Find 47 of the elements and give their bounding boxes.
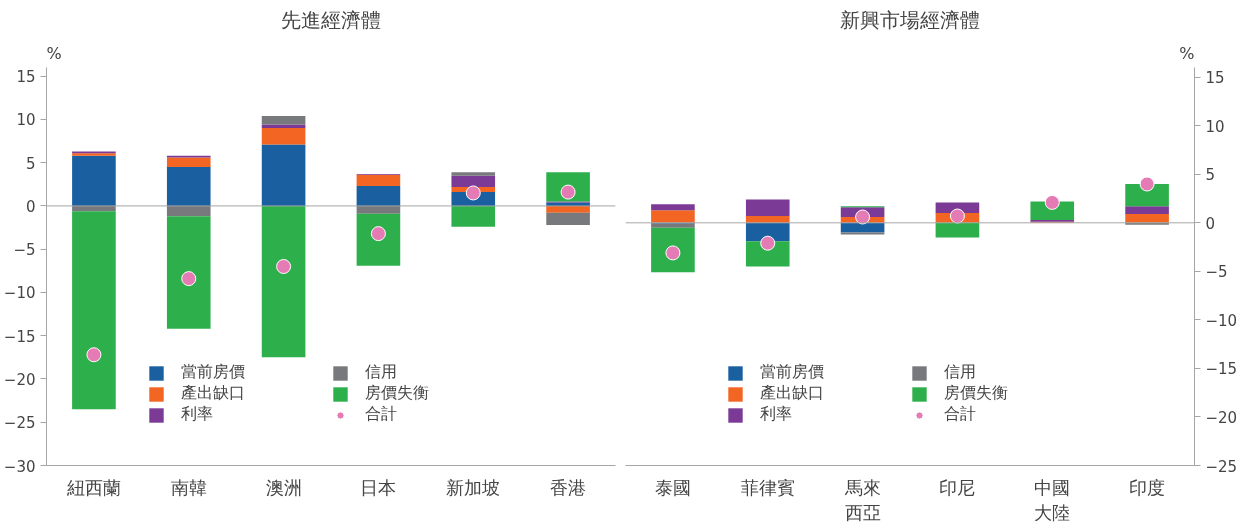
legend-label: 當前房價 [759,362,825,383]
y-tick-label: 0 [25,197,36,216]
chart-title: 先進經濟體 [281,7,381,32]
legend-label: 房價失衡 [364,383,430,404]
legend-label: 合計 [943,404,977,425]
y-tick-label: −10 [3,284,36,303]
x-tick-label: 菲律賓 [740,476,795,498]
y-tick-label: −30 [3,457,36,476]
x-tick-label: 中國大陸 [1034,476,1071,523]
y-tick-label: 0 [1205,214,1216,233]
x-tick-label: 馬來西亞 [843,476,881,523]
y-tick-label: 5 [1205,166,1216,185]
y-tick-label: −10 [1205,311,1238,330]
legend-label: 利率 [180,404,214,425]
x-tick-label: 香港 [550,476,587,498]
y-tick-label: 10 [16,111,36,130]
y-tick-label: −15 [3,327,36,346]
y-tick-label: 15 [16,68,36,87]
legend-label: 利率 [759,404,793,425]
x-tick-label: 印尼 [939,476,976,498]
y-tick-label: −5 [13,241,36,260]
y-tick-label: −5 [1205,263,1228,282]
x-tick-label: 新加坡 [446,476,501,498]
y-tick-label: 15 [1205,69,1225,88]
y-tick-label: −15 [1205,360,1238,379]
x-tick-label: 印度 [1129,476,1166,498]
y-tick-label: −20 [1205,408,1238,427]
x-tick-label: 泰國 [654,476,691,498]
y-tick-label: −25 [1205,457,1238,476]
legend-label: 房價失衡 [943,383,1009,404]
y-tick-label: −25 [3,414,36,433]
x-tick-label: 紐西蘭 [65,476,121,498]
legend-label: 當前房價 [180,362,246,383]
legend-label: 信用 [943,362,977,383]
y-tick-label: 5 [25,154,36,173]
y-tick-label: −20 [3,370,36,389]
x-tick-label: 南韓 [170,476,207,498]
legend-label: 產出缺口 [759,383,825,404]
y-axis-title: % [1179,43,1195,63]
legend-label: 合計 [364,404,398,425]
legend-label: 產出缺口 [180,383,246,404]
y-axis-title: % [46,43,62,63]
x-tick-label: 澳洲 [265,476,302,498]
y-tick-label: 10 [1205,117,1225,136]
x-tick-label: 日本 [360,476,397,498]
chart-title: 新興市場經濟體 [840,7,980,32]
legend-label: 信用 [364,362,398,383]
